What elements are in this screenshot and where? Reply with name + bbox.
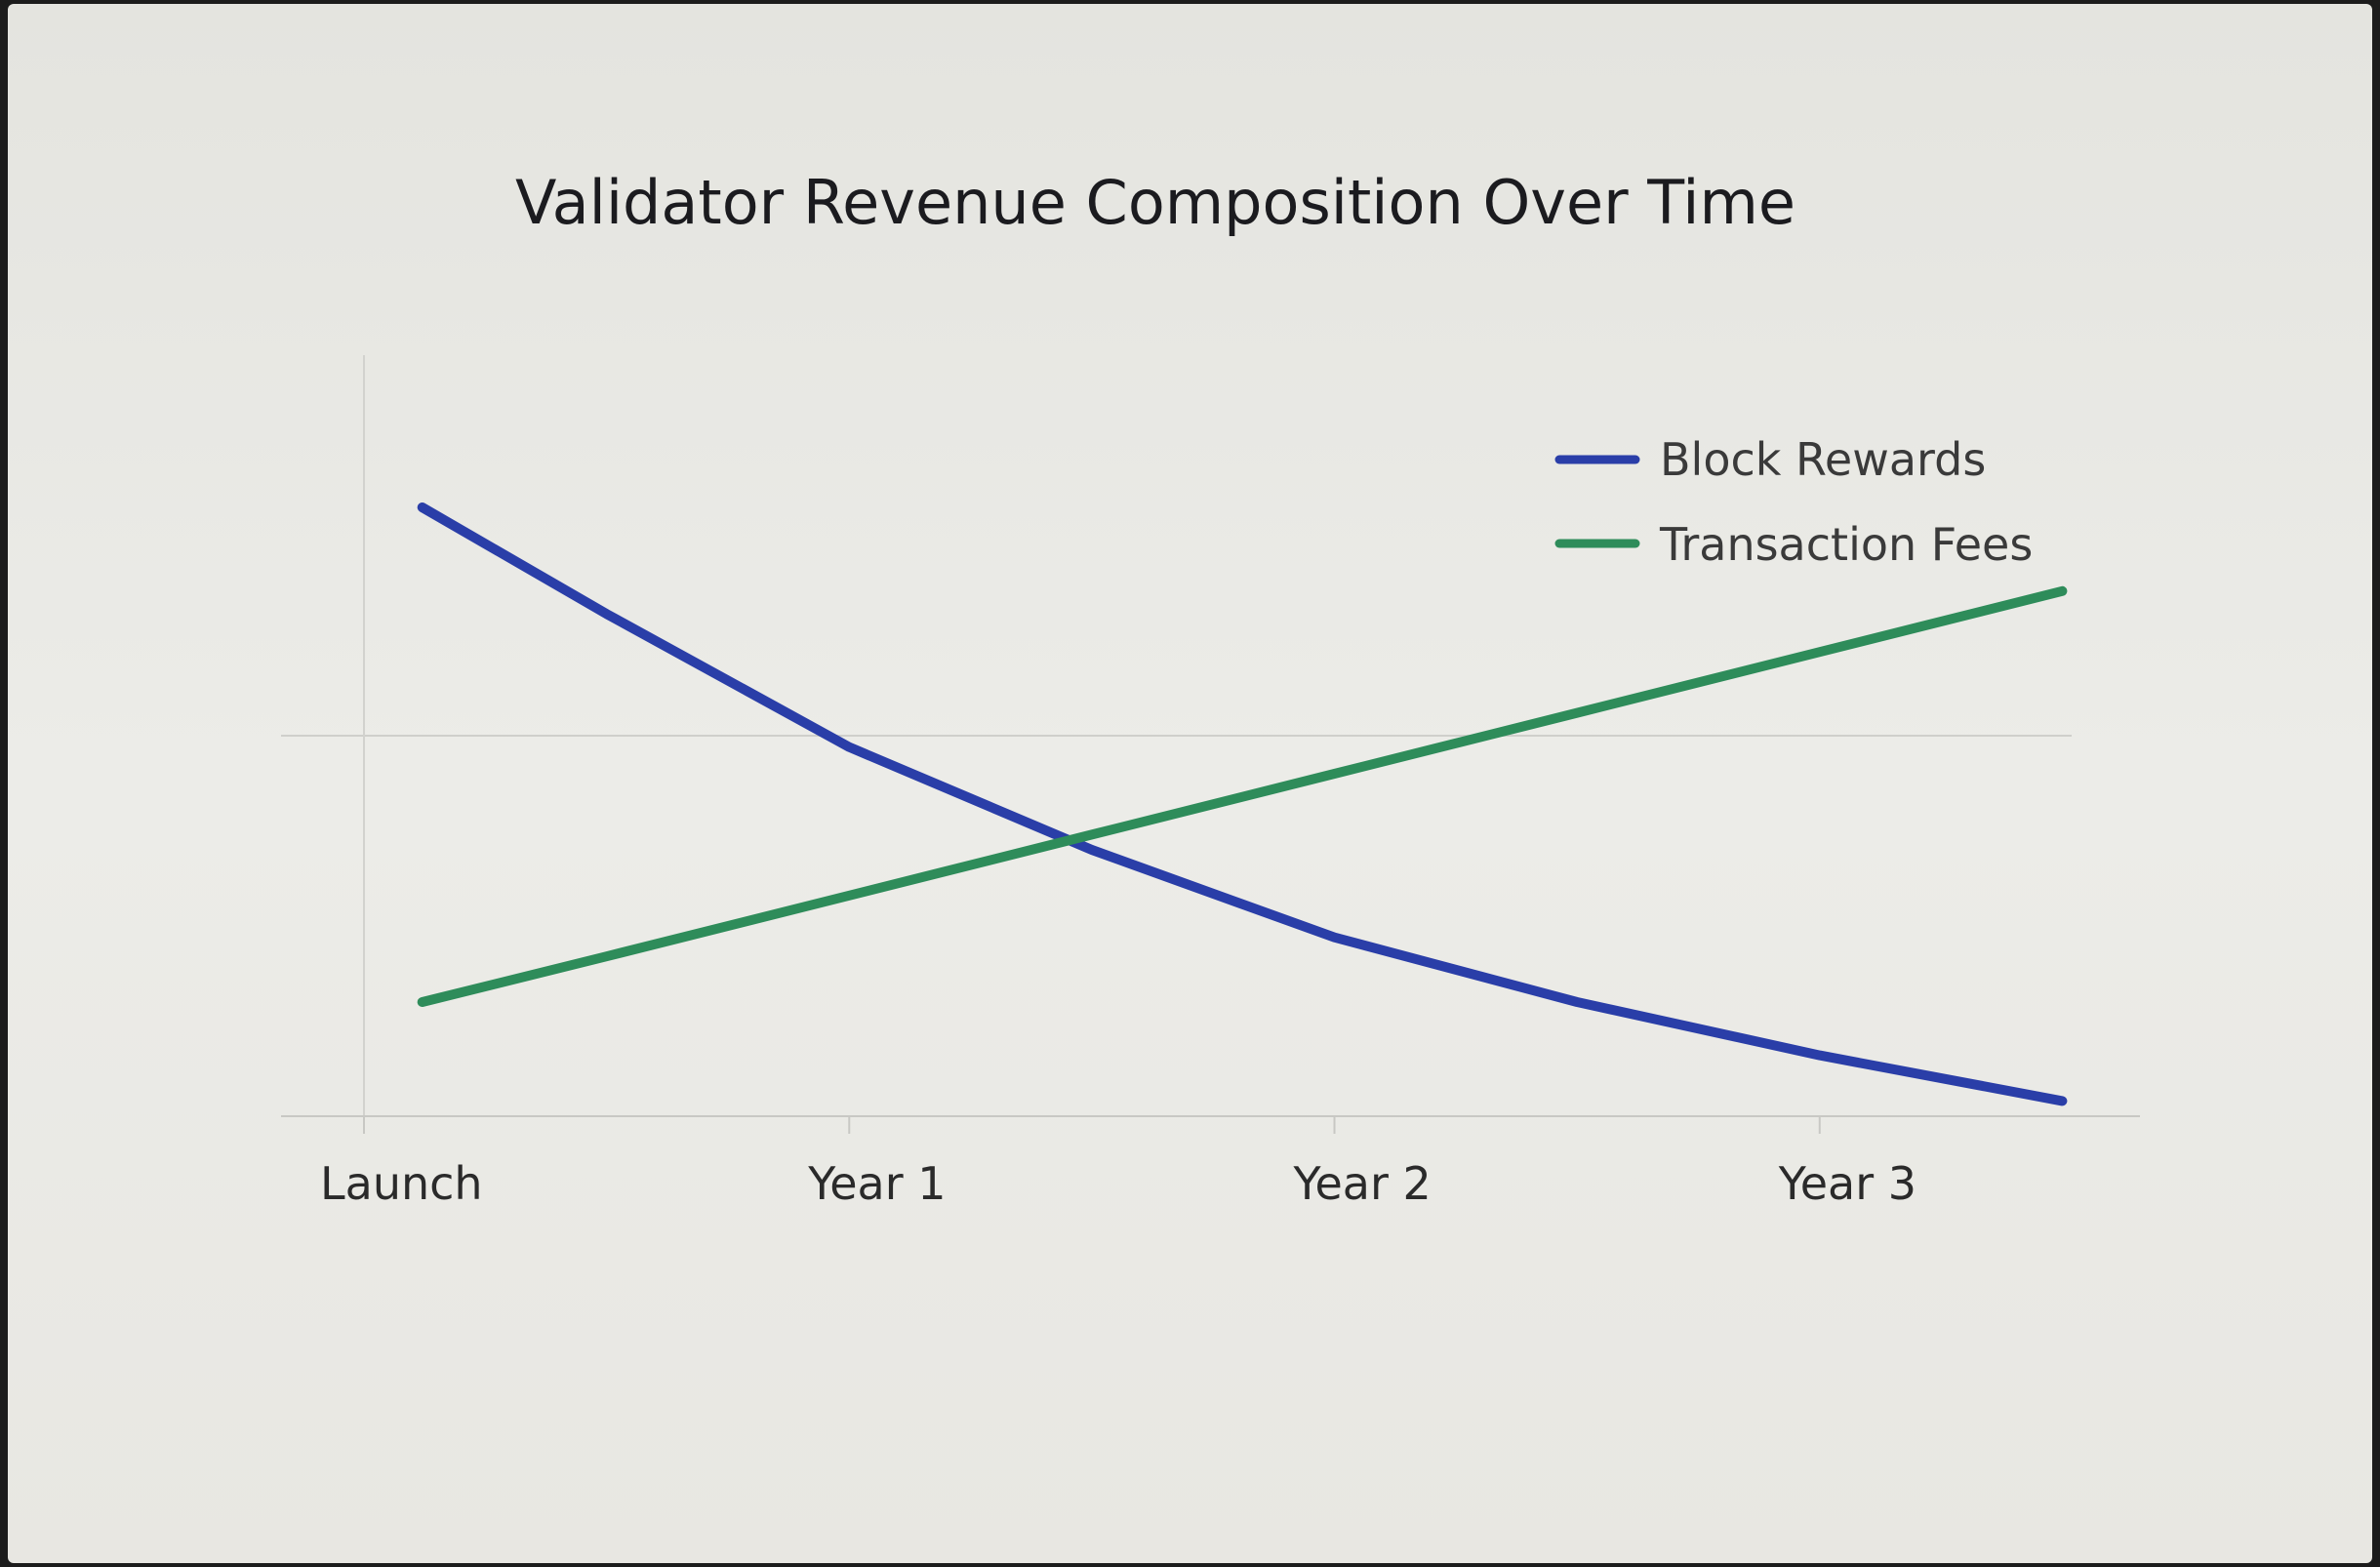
- x-tick-label: Year 3: [1778, 1157, 1916, 1210]
- series-lines: [417, 502, 2068, 1106]
- x-tick-label: Launch: [320, 1157, 483, 1210]
- x-tick-label: Year 2: [1293, 1157, 1432, 1210]
- axes: [281, 355, 2140, 1117]
- line-chart: Validator Revenue Composition Over Time …: [281, 167, 2140, 1210]
- chart-title: Validator Revenue Composition Over Time: [515, 167, 1795, 238]
- series-line-transaction-fees: [417, 585, 2068, 1007]
- series-line-block-rewards: [417, 502, 2068, 1106]
- legend-label-block-rewards: Block Rewards: [1660, 433, 1986, 486]
- x-tick-labels: Launch Year 1 Year 2 Year 3: [320, 1116, 1916, 1210]
- legend: Block Rewards Transaction Fees: [1554, 433, 2033, 571]
- x-tick-label: Year 1: [807, 1157, 946, 1210]
- screen: Validator Revenue Composition Over Time …: [8, 4, 2372, 1563]
- legend-label-transaction-fees: Transaction Fees: [1659, 518, 2033, 571]
